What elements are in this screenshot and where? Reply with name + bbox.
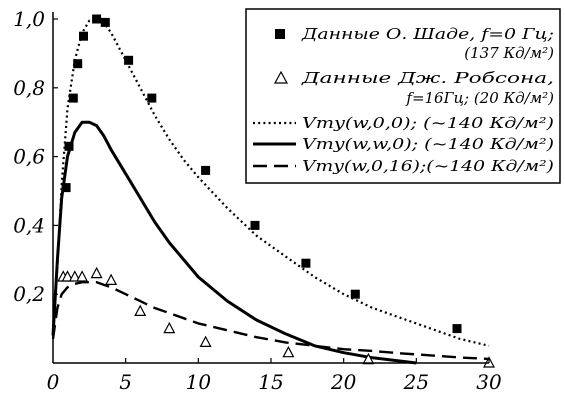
data-point-square [124, 55, 134, 65]
legend-triangle-marker [273, 70, 289, 84]
x-tick-label: 15 [258, 370, 283, 394]
data-point-square [92, 14, 102, 24]
data-point-triangle [105, 273, 118, 285]
y-tick-label: 0,2 [13, 282, 45, 306]
y-tick-label: 0,6 [13, 145, 45, 169]
legend-label: Данные Дж. Робсона, [301, 69, 554, 87]
data-point-square [301, 258, 311, 268]
series-line-dashed [51, 281, 490, 361]
legend-label: Vmy(w,0,0); (~140 Кд/м²) [302, 114, 554, 132]
x-tick-label: 10 [186, 370, 212, 394]
data-point-triangle [163, 321, 176, 334]
legend-label: Данные О. Шаде, f=0 Гц; [301, 25, 554, 43]
y-tick-label: 0,4 [13, 213, 45, 237]
y-tick-label: 1,0 [13, 7, 45, 31]
data-point-triangle [76, 270, 89, 282]
series-line-dotted [51, 17, 490, 347]
data-point-square [100, 17, 110, 27]
x-tick-label: 5 [119, 370, 132, 394]
legend-label-continuation: f=16Гц; (20 Кд/м²) [405, 89, 554, 107]
data-point-square [201, 165, 211, 175]
y-tick-label: 0,8 [13, 76, 45, 100]
plot-area [51, 14, 495, 368]
data-point-square [452, 324, 462, 334]
legend: Данные О. Шаде, f=0 Гц;(137 Кд/м²) Данные… [245, 8, 561, 184]
x-tick-label: 0 [47, 370, 60, 394]
data-point-triangle [61, 270, 74, 282]
data-point-triangle [134, 304, 147, 316]
data-point-square [68, 93, 78, 103]
data-point-square [61, 183, 71, 193]
data-point-square [79, 31, 88, 41]
data-point-triangle [199, 335, 212, 347]
data-point-triangle [68, 270, 81, 282]
x-tick-label: 25 [403, 370, 429, 394]
x-tick-label: 30 [476, 370, 502, 394]
data-point-square [73, 59, 83, 69]
x-tick-label: 20 [330, 370, 357, 394]
data-point-square [350, 289, 360, 299]
data-point-triangle [90, 266, 103, 279]
data-point-square [250, 220, 260, 230]
data-point-square [147, 93, 157, 103]
legend-square-marker [275, 29, 285, 39]
legend-label-continuation: (137 Кд/м²) [464, 44, 554, 62]
data-point-triangle [282, 345, 295, 358]
tick-labels: 0 5 10 15 20 25 30 0,2 0,4 0,6 0,8 1,0 [13, 7, 502, 394]
legend-label: Vmy(w,w,0); (~140 Кд/м²) [302, 135, 554, 153]
data-point-square [64, 141, 74, 151]
legend-label: Vmy(w,0,16);(~140 Кд/м²) [302, 157, 554, 175]
legend-box [245, 8, 561, 184]
